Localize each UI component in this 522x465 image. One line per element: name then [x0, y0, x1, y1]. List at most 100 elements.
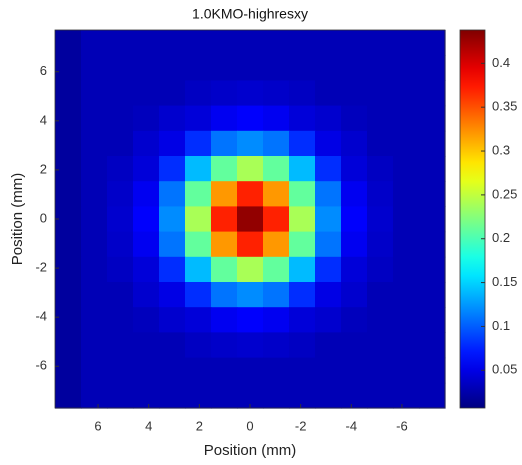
heatmap-cell — [107, 55, 134, 81]
heatmap-cell — [393, 282, 420, 308]
heatmap-cell — [289, 282, 316, 308]
heatmap-cell — [237, 156, 264, 182]
heatmap-cell — [289, 256, 316, 283]
heatmap-cell — [263, 332, 290, 359]
heatmap-cell — [159, 156, 186, 182]
heatmap-cell — [55, 357, 82, 384]
heatmap-cell — [419, 105, 446, 132]
heatmap-cell — [107, 357, 134, 384]
heatmap-cell — [393, 80, 420, 107]
heatmap-cell — [55, 282, 82, 308]
x-tick-label: -2 — [295, 418, 307, 433]
heatmap-cell — [263, 206, 290, 233]
heatmap-cell — [211, 105, 238, 132]
heatmap-cell — [419, 256, 446, 283]
heatmap-cell — [211, 382, 238, 409]
heatmap-cell — [81, 282, 108, 308]
heatmap-cell — [263, 156, 290, 182]
heatmap-cell — [289, 382, 316, 409]
heatmap-cell — [341, 307, 368, 333]
heatmap-cell — [315, 55, 342, 81]
heatmap-cell — [55, 156, 82, 182]
heatmap-cell — [289, 130, 316, 157]
heatmap-cell — [55, 181, 82, 207]
heatmap-cell — [159, 206, 186, 233]
colorbar-tick-label: 0.35 — [492, 99, 517, 114]
colorbar-tick-label: 0.25 — [492, 186, 517, 201]
heatmap-cell — [211, 307, 238, 333]
heatmap-cell — [107, 256, 134, 283]
heatmap-cell — [133, 282, 160, 308]
heatmap-cell — [341, 357, 368, 384]
heatmap-cell — [133, 382, 160, 409]
heatmap-cell — [367, 206, 394, 233]
heatmap-cell — [367, 30, 394, 56]
heatmap-cell — [133, 55, 160, 81]
heatmap-cell — [159, 55, 186, 81]
chart-title: 1.0KMO-highresxy — [192, 6, 308, 22]
heatmap-cell — [81, 156, 108, 182]
heatmap-cell — [393, 156, 420, 182]
heatmap-cell — [81, 231, 108, 258]
heatmap-cell — [419, 130, 446, 157]
heatmap-cell — [107, 181, 134, 207]
heatmap-cell — [315, 256, 342, 283]
heatmap-cell — [159, 105, 186, 132]
heatmap-cell — [341, 105, 368, 132]
heatmap-cell — [211, 357, 238, 384]
heatmap-cell — [263, 357, 290, 384]
heatmap-cell — [211, 80, 238, 107]
heatmap-cell — [315, 357, 342, 384]
heatmap-cell — [159, 80, 186, 107]
heatmap-cell — [81, 382, 108, 409]
x-tick-label: 4 — [145, 418, 152, 433]
heatmap-cell — [315, 130, 342, 157]
heatmap-cell — [393, 105, 420, 132]
heatmap-cell — [237, 256, 264, 283]
heatmap-cell — [55, 55, 82, 81]
heatmap-cell — [133, 256, 160, 283]
heatmap-cell — [419, 231, 446, 258]
heatmap-cell — [419, 55, 446, 81]
heatmap-cell — [237, 30, 264, 56]
y-tick-label: 6 — [40, 63, 47, 78]
heatmap-cell — [393, 55, 420, 81]
heatmap-cell — [393, 181, 420, 207]
heatmap-cell — [367, 332, 394, 359]
heatmap-cell — [211, 181, 238, 207]
heatmap-cell — [185, 30, 212, 56]
heatmap-cell — [133, 206, 160, 233]
heatmap-cell — [263, 256, 290, 283]
heatmap-cell — [185, 382, 212, 409]
heatmap-cell — [159, 382, 186, 409]
colorbar-tick-label: 0.15 — [492, 274, 517, 289]
heatmap-cell — [185, 156, 212, 182]
heatmap-cell — [133, 30, 160, 56]
heatmap-cell — [289, 206, 316, 233]
y-tick-label: 4 — [40, 112, 47, 127]
heatmap-cell — [315, 231, 342, 258]
heatmap-cell — [107, 332, 134, 359]
heatmap-cell — [81, 256, 108, 283]
heatmap-cell — [341, 130, 368, 157]
heatmap-cell — [107, 382, 134, 409]
colorbar-tick-label: 0.2 — [492, 230, 510, 245]
heatmap-cell — [341, 80, 368, 107]
heatmap-cell — [393, 332, 420, 359]
heatmap-cell — [211, 206, 238, 233]
heatmap-cell — [133, 156, 160, 182]
heatmap-cell — [367, 282, 394, 308]
heatmap-cell — [237, 80, 264, 107]
heatmap-cell — [133, 130, 160, 157]
heatmap-cell — [107, 282, 134, 308]
heatmap-cell — [185, 332, 212, 359]
heatmap-cell — [367, 105, 394, 132]
heatmap-cell — [81, 206, 108, 233]
heatmap-cell — [237, 206, 264, 233]
heatmap-cell — [185, 130, 212, 157]
x-tick-label: 6 — [94, 418, 101, 433]
heatmap-cell — [237, 332, 264, 359]
heatmap-cell — [159, 256, 186, 283]
colorbar — [459, 29, 486, 409]
heatmap-cell — [289, 181, 316, 207]
